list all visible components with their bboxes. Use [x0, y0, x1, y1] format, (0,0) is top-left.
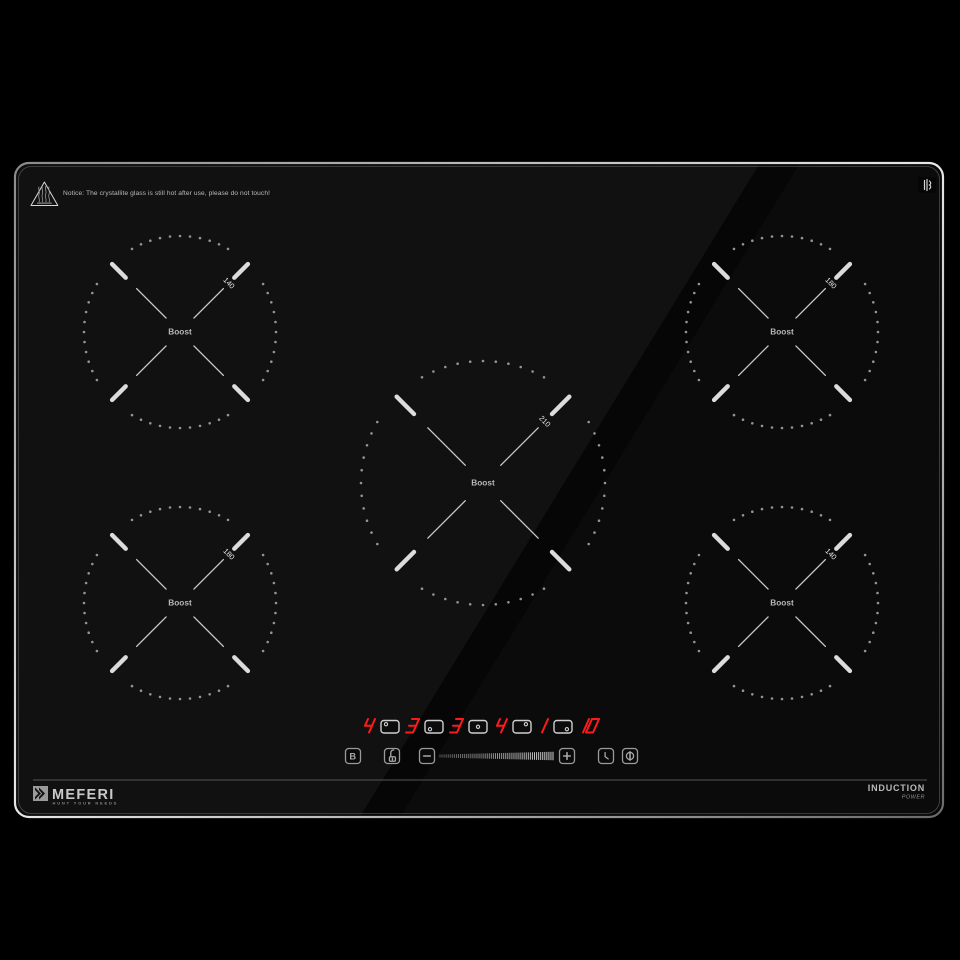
- svg-text:Boost: Boost: [770, 598, 794, 608]
- svg-text:Boost: Boost: [770, 327, 794, 337]
- svg-text:Boost: Boost: [168, 327, 192, 337]
- svg-text:Boost: Boost: [471, 478, 495, 488]
- svg-text:B: B: [349, 751, 356, 761]
- svg-text:INDUCTION: INDUCTION: [868, 783, 925, 793]
- svg-text:HUNT YOUR NEEDS: HUNT YOUR NEEDS: [53, 801, 119, 806]
- svg-text:POWER: POWER: [902, 795, 925, 801]
- svg-text:Boost: Boost: [168, 598, 192, 608]
- svg-text:Notice: The crystallite glass: Notice: The crystallite glass is still h…: [63, 190, 270, 197]
